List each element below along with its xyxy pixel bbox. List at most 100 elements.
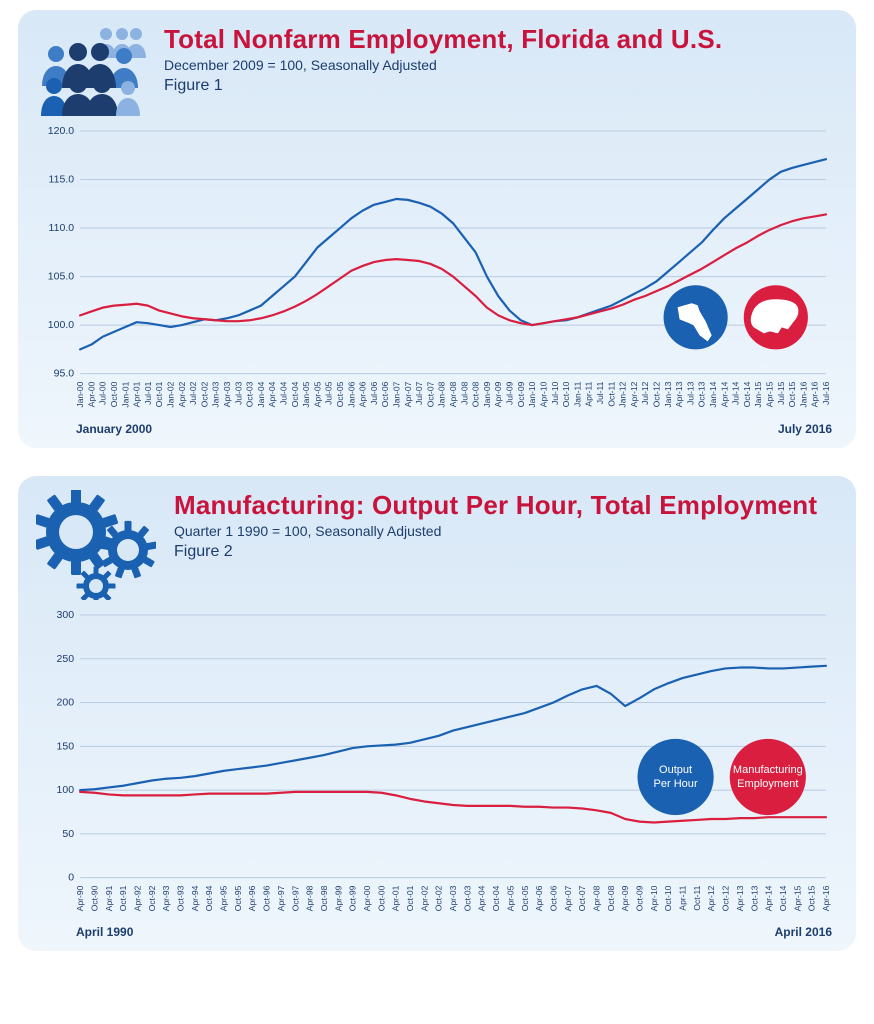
svg-text:Oct-05: Oct-05	[520, 885, 530, 911]
svg-text:Apr-04: Apr-04	[267, 381, 277, 407]
svg-text:Apr-10: Apr-10	[538, 381, 548, 407]
svg-text:Oct-99: Oct-99	[348, 885, 358, 911]
svg-text:Jul-05: Jul-05	[324, 381, 334, 404]
svg-text:Jul-03: Jul-03	[233, 381, 243, 404]
svg-text:Oct-11: Oct-11	[606, 381, 616, 406]
svg-text:Jan-13: Jan-13	[663, 381, 673, 407]
svg-text:Apr-10: Apr-10	[649, 885, 659, 911]
svg-text:Apr-02: Apr-02	[419, 885, 429, 911]
svg-text:Oct-01: Oct-01	[154, 381, 164, 407]
svg-text:Oct-06: Oct-06	[380, 381, 390, 407]
svg-text:Oct-94: Oct-94	[204, 885, 214, 911]
svg-text:Apr-01: Apr-01	[391, 885, 401, 911]
svg-text:Oct-02: Oct-02	[199, 381, 209, 407]
svg-text:Jul-12: Jul-12	[640, 381, 650, 404]
svg-text:Apr-03: Apr-03	[222, 381, 232, 407]
figure-2-label: Figure 2	[174, 543, 817, 561]
figure-2-panel: Manufacturing: Output Per Hour, Total Em…	[18, 476, 856, 952]
svg-text:Jul-04: Jul-04	[279, 381, 289, 404]
gears-icon	[36, 490, 156, 605]
svg-text:Apr-15: Apr-15	[764, 381, 774, 407]
svg-text:Apr-04: Apr-04	[477, 885, 487, 911]
svg-text:Oct-93: Oct-93	[176, 885, 186, 911]
svg-text:Per Hour: Per Hour	[654, 778, 698, 790]
svg-text:Apr-15: Apr-15	[792, 885, 802, 911]
svg-text:Oct-08: Oct-08	[471, 381, 481, 407]
figure-2-subtitle: Quarter 1 1990 = 100, Seasonally Adjuste…	[174, 523, 817, 539]
svg-text:Apr-08: Apr-08	[448, 381, 458, 407]
svg-text:Oct-92: Oct-92	[147, 885, 157, 911]
svg-text:100.0: 100.0	[48, 319, 74, 331]
svg-text:Jul-15: Jul-15	[776, 381, 786, 404]
svg-text:120.0: 120.0	[48, 127, 74, 137]
svg-text:200: 200	[57, 696, 75, 708]
svg-text:Jul-14: Jul-14	[731, 381, 741, 404]
svg-text:Apr-95: Apr-95	[219, 885, 229, 911]
figure-2-range-right: April 2016	[775, 925, 832, 939]
svg-text:Oct-10: Oct-10	[663, 885, 673, 911]
svg-text:Apr-07: Apr-07	[403, 381, 413, 407]
svg-text:Apr-16: Apr-16	[810, 381, 820, 407]
svg-text:Jan-02: Jan-02	[166, 381, 176, 407]
figure-2-legend: OutputPer HourManufacturingEmployment	[637, 739, 805, 815]
svg-text:Oct-09: Oct-09	[516, 381, 526, 407]
svg-text:Apr-90: Apr-90	[75, 885, 85, 911]
svg-text:Apr-09: Apr-09	[493, 381, 503, 407]
svg-text:Apr-92: Apr-92	[133, 885, 143, 911]
svg-text:250: 250	[57, 653, 75, 665]
svg-text:Jan-11: Jan-11	[572, 381, 582, 407]
svg-text:Apr-16: Apr-16	[821, 885, 831, 911]
svg-text:Jul-09: Jul-09	[505, 381, 515, 404]
svg-text:Jan-16: Jan-16	[798, 381, 808, 407]
svg-text:Jan-01: Jan-01	[120, 381, 130, 407]
svg-text:Oct-04: Oct-04	[290, 381, 300, 407]
svg-text:Jan-00: Jan-00	[75, 381, 85, 407]
figure-1-legend	[664, 285, 808, 349]
figure-2-range-left: April 1990	[76, 925, 133, 939]
svg-text:0: 0	[68, 871, 74, 883]
svg-text:Apr-01: Apr-01	[132, 381, 142, 407]
svg-text:Oct-11: Oct-11	[692, 885, 702, 910]
figure-2-header: Manufacturing: Output Per Hour, Total Em…	[36, 490, 838, 605]
svg-text:150: 150	[57, 740, 75, 752]
svg-text:Apr-12: Apr-12	[706, 885, 716, 911]
svg-text:Jan-12: Jan-12	[618, 381, 628, 407]
svg-text:110.0: 110.0	[49, 222, 75, 234]
svg-text:Apr-06: Apr-06	[534, 885, 544, 911]
svg-text:Jul-10: Jul-10	[550, 381, 560, 404]
svg-text:Oct-10: Oct-10	[561, 381, 571, 407]
svg-text:Jul-13: Jul-13	[685, 381, 695, 404]
svg-text:Apr-99: Apr-99	[333, 885, 343, 911]
svg-text:Apr-13: Apr-13	[674, 381, 684, 407]
svg-text:Oct-15: Oct-15	[807, 885, 817, 911]
svg-text:Apr-12: Apr-12	[629, 381, 639, 407]
svg-text:Jul-00: Jul-00	[98, 381, 108, 404]
figure-1-title: Total Nonfarm Employment, Florida and U.…	[164, 24, 722, 55]
svg-text:Apr-14: Apr-14	[719, 381, 729, 407]
svg-text:Oct-03: Oct-03	[245, 381, 255, 407]
svg-text:Oct-98: Oct-98	[319, 885, 329, 911]
svg-text:Apr-93: Apr-93	[161, 885, 171, 911]
svg-text:Apr-91: Apr-91	[104, 885, 114, 911]
svg-text:Apr-96: Apr-96	[247, 885, 257, 911]
svg-text:Oct-09: Oct-09	[635, 885, 645, 911]
svg-text:Jan-10: Jan-10	[527, 381, 537, 407]
svg-text:Apr-11: Apr-11	[678, 885, 688, 910]
figure-1-range-left: January 2000	[76, 422, 152, 436]
figure-1-range-right: July 2016	[778, 422, 832, 436]
svg-text:Manufacturing: Manufacturing	[733, 764, 803, 776]
svg-text:Oct-02: Oct-02	[434, 885, 444, 911]
svg-text:Oct-14: Oct-14	[742, 381, 752, 407]
svg-text:100: 100	[57, 784, 75, 796]
svg-text:Oct-97: Oct-97	[290, 885, 300, 911]
svg-text:Jul-11: Jul-11	[595, 381, 605, 404]
svg-text:Oct-03: Oct-03	[462, 885, 472, 911]
svg-text:Oct-04: Oct-04	[491, 885, 501, 911]
figure-2-chart: 050100150200250300Apr-90Oct-90Apr-91Oct-…	[36, 611, 838, 922]
svg-text:95.0: 95.0	[54, 368, 75, 380]
svg-text:Apr-97: Apr-97	[276, 885, 286, 911]
figure-1-panel: Total Nonfarm Employment, Florida and U.…	[18, 10, 856, 448]
svg-text:Jan-15: Jan-15	[753, 381, 763, 407]
svg-text:Jul-06: Jul-06	[369, 381, 379, 404]
svg-text:Oct-06: Oct-06	[548, 885, 558, 911]
